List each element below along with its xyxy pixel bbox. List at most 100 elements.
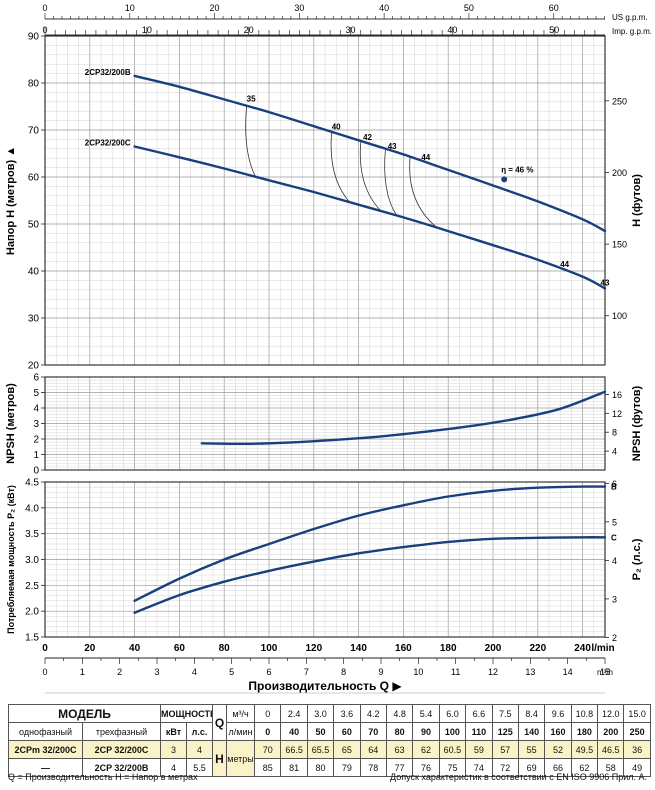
head-value: 80 xyxy=(306,758,335,777)
x-tick-label-m3h: 9 xyxy=(378,667,383,677)
y-tick-label: 2.5 xyxy=(25,581,39,592)
q-m3h-cell: 3.0 xyxy=(306,704,335,723)
x-unit-m3h: m³/h xyxy=(597,668,613,677)
efficiency-label: 44 xyxy=(421,153,430,162)
q-m3h-cell: 8.4 xyxy=(517,704,546,723)
head-value: 62 xyxy=(412,740,440,759)
imp-gpm-tick-label: 30 xyxy=(345,25,355,35)
power-header: МОЩНОСТЬ xyxy=(159,704,214,723)
head-value: 64 xyxy=(359,740,387,759)
x-tick-label-m3h: 7 xyxy=(304,667,309,677)
y-tick-label: 3.5 xyxy=(25,529,39,540)
head-value: 46.5 xyxy=(597,740,625,759)
best-efficiency-point xyxy=(501,176,508,183)
q-lmin-cell: 100 xyxy=(438,722,467,741)
q-m3h-cell: 15.0 xyxy=(623,704,651,723)
series-line xyxy=(200,390,607,446)
y-tick-label: 20 xyxy=(28,361,40,372)
three-phase-model: 2CP 32/200C xyxy=(82,740,161,759)
x-tick-label-m3h: 8 xyxy=(341,667,346,677)
y-tick-label: 3.0 xyxy=(25,555,39,566)
single-phase-header: однофазный xyxy=(8,722,83,741)
x-unit-lmin: l/min xyxy=(591,643,614,654)
efficiency-label: 40 xyxy=(332,122,341,131)
q-lmin-cell: 140 xyxy=(517,722,546,741)
head-value: 76 xyxy=(412,758,440,777)
x-tick-label-m3h: 6 xyxy=(266,667,271,677)
y-right-tick-label: 100 xyxy=(612,311,627,321)
x-tick-label-m3h: 15 xyxy=(600,667,610,677)
q-m3h-cell: 5.4 xyxy=(412,704,440,723)
y-tick-label: 90 xyxy=(28,32,40,43)
head-value: 63 xyxy=(385,740,414,759)
head-value: 49.5 xyxy=(570,740,599,759)
three-phase-header: трехфазный xyxy=(82,722,161,741)
series-label: B xyxy=(611,483,617,492)
us-gpm-tick-label: 40 xyxy=(379,3,389,13)
head-value: 49 xyxy=(623,758,651,777)
y-tick-label: 0 xyxy=(33,466,39,477)
q-lmin-cell: 50 xyxy=(306,722,335,741)
y-tick-label: 4 xyxy=(33,404,39,415)
efficiency-label: 43 xyxy=(601,278,610,287)
h-label: H xyxy=(212,740,228,777)
x-tick-label-m3h: 2 xyxy=(117,667,122,677)
m3h-unit: м³/ч xyxy=(226,704,256,723)
q-m3h-cell: 4.2 xyxy=(359,704,387,723)
efficiency-label: 42 xyxy=(363,133,372,142)
imp-gpm-unit: Imp. g.p.m. xyxy=(612,27,652,36)
table-header-row-2: однофазный трехфазный кВт л.с. л/мин 0 4… xyxy=(8,722,651,741)
y-right-tick-label: 5 xyxy=(612,517,617,527)
efficiency-label: 43 xyxy=(388,142,397,151)
series-label: 2CP32/200C xyxy=(85,138,131,147)
x-tick-label-lmin: 140 xyxy=(350,643,367,654)
q-lmin-cell: 80 xyxy=(385,722,414,741)
x-tick-label-m3h: 14 xyxy=(563,667,573,677)
head-value: 65.5 xyxy=(306,740,335,759)
x-tick-label-m3h: 4 xyxy=(192,667,197,677)
y-tick-label: 2 xyxy=(33,435,39,446)
q-lmin-cell: 125 xyxy=(491,722,519,741)
efficiency-arc xyxy=(330,131,350,203)
x-tick-label-lmin: 240 xyxy=(574,643,591,654)
head-value: 52 xyxy=(544,740,572,759)
npsh-ylabel-right: NPSH (футов) xyxy=(631,385,643,461)
x-tick-label-lmin: 20 xyxy=(84,643,96,654)
head-value: 60.5 xyxy=(438,740,467,759)
q-m3h-cell: 2.4 xyxy=(280,704,308,723)
x-tick-label-m3h: 1 xyxy=(80,667,85,677)
us-gpm-tick-label: 0 xyxy=(42,3,47,13)
y-right-tick-label: 6 xyxy=(612,479,617,489)
x-tick-label-m3h: 3 xyxy=(154,667,159,677)
y-right-tick-label: 200 xyxy=(612,168,627,178)
table-row-model-c: 2CPm 32/200C 2CP 32/200C 3 4 H метры 70 … xyxy=(8,740,651,777)
y-tick-label: 3 xyxy=(33,419,39,430)
head-value: 78 xyxy=(359,758,387,777)
q-m3h-cell: 6.6 xyxy=(465,704,493,723)
q-lmin-cell: 250 xyxy=(623,722,651,741)
table-header-row-1: МОДЕЛЬ МОЩНОСТЬ Q м³/ч 0 2.4 3.0 3.6 4.2… xyxy=(8,704,651,741)
q-m3h-cell: 4.8 xyxy=(385,704,414,723)
q-lmin-cell: 110 xyxy=(465,722,493,741)
x-tick-label-lmin: 180 xyxy=(440,643,457,654)
q-lmin-cell: 70 xyxy=(359,722,387,741)
power-hp: 4 xyxy=(185,740,214,759)
y-tick-label: 70 xyxy=(28,126,40,137)
y-right-tick-label: 8 xyxy=(612,428,617,438)
x-tick-label-lmin: 220 xyxy=(529,643,546,654)
y-tick-label: 30 xyxy=(28,314,40,325)
y-tick-label: 1 xyxy=(33,450,39,461)
series-line xyxy=(133,74,607,233)
us-gpm-unit: US g.p.m. xyxy=(612,13,648,22)
table-row-model-b: — 2CP 32/200B 4 5.5 85 81 80 79 78 77 76… xyxy=(8,758,651,777)
npsh-ylabel: NPSH (метров) xyxy=(5,383,17,464)
us-gpm-tick-label: 50 xyxy=(464,3,474,13)
q-lmin-cell: 40 xyxy=(280,722,308,741)
footnote-legend: Q = Производительность H = Напор в метра… xyxy=(8,772,198,782)
y-right-tick-label: 4 xyxy=(612,556,617,566)
y-tick-label: 80 xyxy=(28,79,40,90)
us-gpm-tick-label: 30 xyxy=(294,3,304,13)
efficiency-arc xyxy=(245,105,256,177)
x-tick-label-m3h: 11 xyxy=(451,667,460,677)
